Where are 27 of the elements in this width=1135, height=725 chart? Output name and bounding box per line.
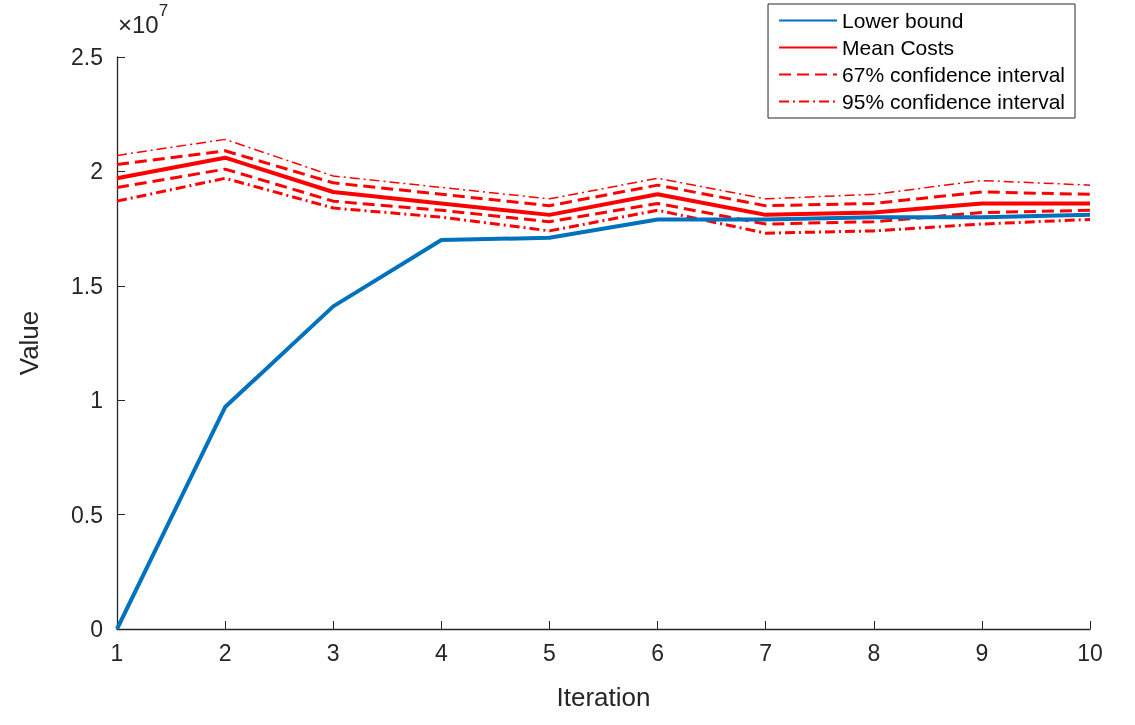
x-axis-title: Iteration bbox=[556, 682, 651, 712]
x-tick-label: 9 bbox=[975, 639, 989, 666]
legend-label: Mean Costs bbox=[842, 36, 955, 59]
x-tick-label: 6 bbox=[651, 639, 664, 666]
legend-label: Lower bound bbox=[842, 9, 964, 32]
y-tick-label: 2.5 bbox=[71, 44, 103, 70]
legend-label: 95% confidence interval bbox=[842, 90, 1066, 113]
x-tick-label: 8 bbox=[867, 639, 881, 666]
y-tick-label: 2 bbox=[90, 158, 103, 185]
x-tick-label: 1 bbox=[110, 639, 124, 666]
line-series bbox=[115, 167, 1092, 226]
y-tick-label: 0.5 bbox=[71, 501, 103, 528]
y-tick-label: 1.5 bbox=[71, 272, 103, 299]
x-tick-label: 2 bbox=[218, 639, 232, 666]
x-tick-label: 3 bbox=[326, 639, 340, 666]
line-series bbox=[115, 149, 1092, 208]
x-tick-label: 5 bbox=[543, 639, 556, 666]
y-tick-label: 0 bbox=[90, 616, 103, 642]
line-series bbox=[115, 176, 1092, 235]
legend-label: 67% confidence interval bbox=[842, 63, 1066, 86]
y-tick-label: 1 bbox=[90, 387, 103, 414]
x-tick-label: 4 bbox=[434, 639, 448, 666]
y-axis-title: Value bbox=[14, 310, 44, 376]
x-tick-label: 7 bbox=[759, 639, 773, 666]
x-tick-label: 10 bbox=[1077, 639, 1103, 666]
line-series bbox=[115, 155, 1092, 217]
line-series bbox=[116, 138, 1091, 200]
